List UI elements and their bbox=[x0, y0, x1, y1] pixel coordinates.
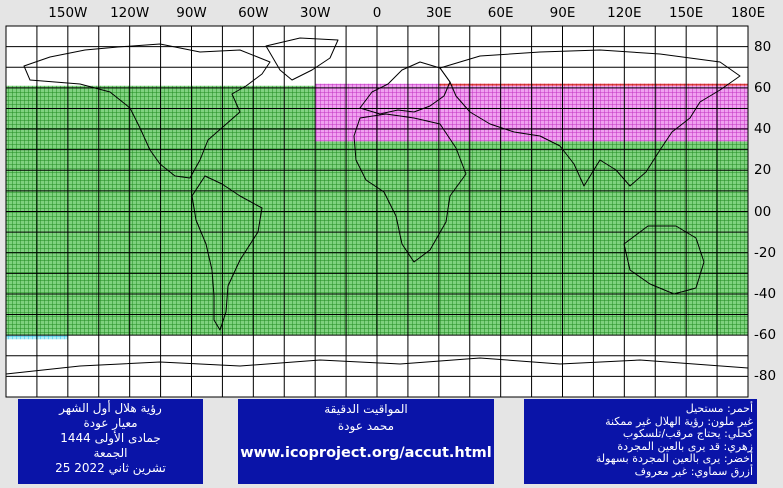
lat-label: -20 bbox=[754, 244, 777, 261]
weekday-line: الجمعة bbox=[93, 446, 128, 460]
legend-panel: أحمر: مستحيل غير ملون: رؤية الهلال غير م… bbox=[524, 399, 757, 484]
legend-uncolored: غير ملون: رؤية الهلال غير ممكنة bbox=[605, 414, 753, 428]
legend-navy: كحلي: يحتاج مرقب/تلسكوب bbox=[622, 427, 753, 441]
antarctica-outline bbox=[5, 357, 749, 375]
lat-label: 60 bbox=[754, 79, 772, 96]
legend-red: أحمر: مستحيل bbox=[685, 402, 753, 415]
visibility-map bbox=[5, 25, 749, 398]
accurate-times-title: المواقيت الدقيقة bbox=[324, 402, 408, 416]
lat-label: -60 bbox=[754, 327, 777, 344]
author-name: محمد عودة bbox=[337, 419, 395, 433]
lon-label: 30W bbox=[299, 5, 331, 21]
website-link[interactable]: www.icoproject.org/accut.html bbox=[240, 445, 492, 461]
lon-label: 150W bbox=[48, 5, 88, 21]
lon-label: 180E bbox=[730, 5, 766, 21]
month-info-panel: رؤية هلال أول الشهر معيار عودة جمادى الأ… bbox=[18, 399, 203, 484]
month-line: جمادى الأولى 1444 bbox=[60, 431, 161, 445]
lon-label: 90E bbox=[549, 5, 576, 21]
africa-outline bbox=[353, 113, 467, 263]
north-america-outline bbox=[23, 43, 271, 179]
australia-outline bbox=[623, 225, 705, 295]
lat-label: -80 bbox=[754, 368, 777, 385]
lon-label: 60W bbox=[238, 5, 269, 21]
lat-label: 00 bbox=[754, 203, 772, 220]
criterion-line: معيار عودة bbox=[83, 416, 138, 430]
greenland-outline bbox=[265, 37, 339, 81]
lat-label: 80 bbox=[754, 38, 772, 55]
lat-label: 40 bbox=[754, 121, 772, 138]
lon-label: 60E bbox=[487, 5, 514, 21]
lon-label: 120W bbox=[110, 5, 150, 21]
graticule bbox=[5, 25, 749, 398]
lon-label: 150E bbox=[669, 5, 704, 21]
lon-label: 30E bbox=[425, 5, 452, 21]
legend-pink: زهري: قد يرى بالعين المجردة bbox=[617, 439, 753, 453]
asia-outline bbox=[439, 49, 741, 187]
lon-label: 0 bbox=[372, 5, 382, 21]
lon-label: 90W bbox=[176, 5, 207, 21]
legend-sky-blue: أزرق سماوي: غير معروف bbox=[634, 464, 753, 478]
date-line: تشرين ثاني 2022 25 bbox=[55, 461, 166, 475]
accurate-times-panel: المواقيت الدقيقة محمد عودة www.icoprojec… bbox=[238, 399, 494, 484]
title-line: رؤية هلال أول الشهر bbox=[59, 401, 162, 415]
lat-label: -40 bbox=[754, 285, 777, 302]
legend-green: أخضر: يرى بالعين المجردة بسهولة bbox=[595, 452, 753, 466]
lon-label: 120E bbox=[607, 5, 642, 21]
lat-label: 20 bbox=[754, 162, 772, 179]
